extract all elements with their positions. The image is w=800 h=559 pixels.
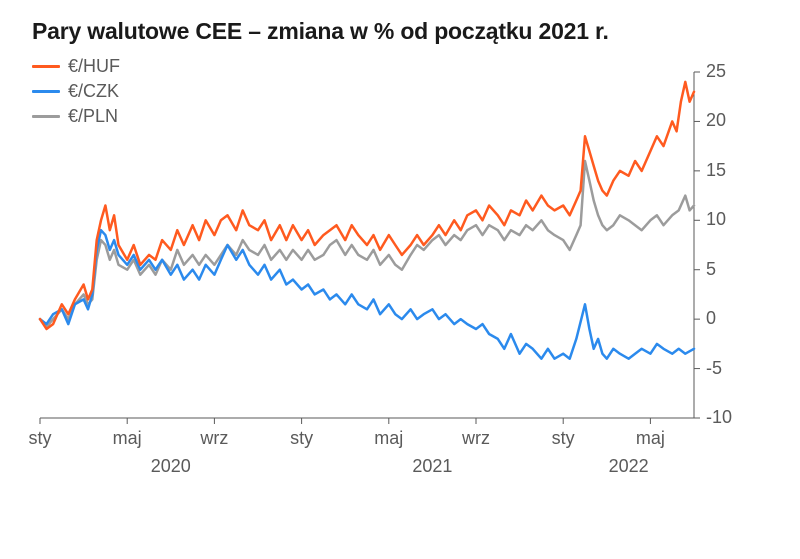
y-tick-label: 20: [706, 110, 726, 131]
x-tick-label: sty: [28, 428, 51, 449]
x-year-label: 2020: [151, 456, 191, 477]
y-tick-label: -10: [706, 407, 732, 428]
x-tick-label: sty: [552, 428, 575, 449]
x-tick-label: maj: [636, 428, 665, 449]
x-year-label: 2021: [412, 456, 452, 477]
chart-container: Pary walutowe CEE – zmiana w % od począt…: [0, 0, 800, 559]
x-year-label: 2022: [609, 456, 649, 477]
y-tick-label: 15: [706, 160, 726, 181]
chart-title: Pary walutowe CEE – zmiana w % od począt…: [32, 18, 609, 45]
chart-plot: [32, 60, 752, 490]
x-tick-label: wrz: [462, 428, 490, 449]
y-tick-label: 5: [706, 259, 716, 280]
y-tick-label: 0: [706, 308, 716, 329]
x-tick-label: maj: [113, 428, 142, 449]
y-tick-label: 25: [706, 61, 726, 82]
x-tick-label: wrz: [200, 428, 228, 449]
x-tick-label: sty: [290, 428, 313, 449]
y-tick-label: -5: [706, 358, 722, 379]
y-tick-label: 10: [706, 209, 726, 230]
x-tick-label: maj: [374, 428, 403, 449]
